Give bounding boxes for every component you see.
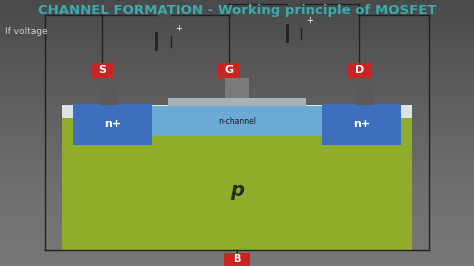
Text: p: p xyxy=(230,181,244,200)
Text: +: + xyxy=(175,24,182,33)
Text: n-channel: n-channel xyxy=(218,117,256,126)
Bar xyxy=(73,104,152,145)
Bar xyxy=(322,104,401,145)
Bar xyxy=(152,106,322,136)
Text: n+: n+ xyxy=(104,119,121,129)
Text: S: S xyxy=(98,65,106,76)
Bar xyxy=(62,105,412,118)
Text: B: B xyxy=(233,254,241,264)
Text: If voltage: If voltage xyxy=(5,27,47,36)
Bar xyxy=(356,78,374,105)
Text: +: + xyxy=(306,16,313,25)
Bar xyxy=(348,63,371,78)
Bar xyxy=(91,63,113,78)
Bar xyxy=(224,253,250,266)
Text: D: D xyxy=(355,65,364,76)
Bar xyxy=(218,63,240,78)
Text: G: G xyxy=(224,65,234,76)
Bar xyxy=(100,78,118,105)
Bar xyxy=(168,98,306,106)
Text: n+: n+ xyxy=(353,119,370,129)
Text: CHANNEL FORMATION - Working principle of MOSFET: CHANNEL FORMATION - Working principle of… xyxy=(38,4,436,17)
Bar xyxy=(225,78,249,98)
Bar xyxy=(62,114,412,250)
